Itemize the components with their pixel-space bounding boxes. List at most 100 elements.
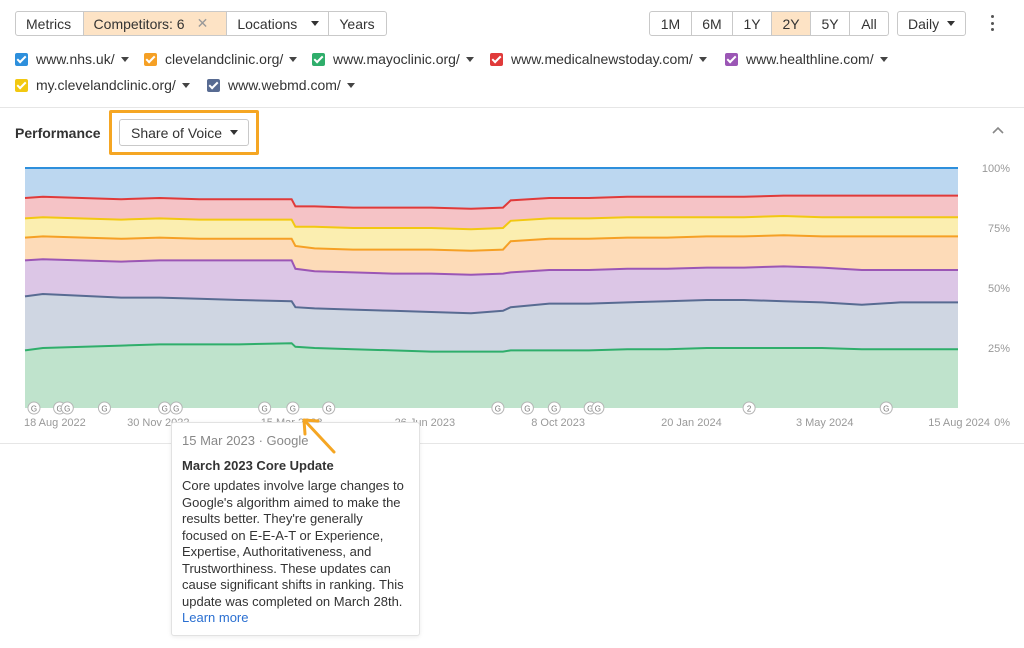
google-update-marker[interactable]: G (158, 401, 172, 415)
legend-item-nhs[interactable]: www.nhs.uk/ (15, 50, 129, 68)
close-icon[interactable]: ✕ (196, 15, 209, 31)
range-all[interactable]: All (861, 15, 877, 32)
y-tick-label: 0% (994, 417, 1010, 429)
google-update-marker[interactable]: G (322, 401, 336, 415)
legend-label: www.healthline.com/ (746, 51, 874, 67)
locations-label: Locations (237, 15, 298, 32)
checkbox-icon[interactable] (312, 52, 325, 66)
google-update-marker[interactable]: G (591, 401, 605, 415)
series-line-clevelandclinic.org/[interactable] (24, 234, 958, 252)
years-button[interactable]: Years (339, 15, 375, 32)
competitors-filter[interactable]: Competitors: 6 ✕ (83, 12, 228, 35)
series-line-www.healthline.com/[interactable] (24, 258, 958, 276)
range-2y[interactable]: 2Y (772, 12, 811, 35)
google-update-marker[interactable]: G (286, 401, 300, 415)
x-tick-label: 3 May 2024 (796, 417, 853, 429)
more-options-icon[interactable] (985, 13, 999, 33)
learn-more-link[interactable]: Learn more (182, 610, 249, 625)
range-1m[interactable]: 1M (650, 12, 692, 35)
google-marker-label: G (162, 405, 168, 414)
checkbox-icon[interactable] (15, 52, 28, 66)
google-marker-label: G (64, 405, 70, 414)
update-tooltip: 15 Mar 2023 · Google March 2023 Core Upd… (171, 422, 420, 636)
google-update-marker[interactable]: G (547, 401, 561, 415)
legend-item-my-clevelandclinic[interactable]: my.clevelandclinic.org/ (15, 76, 190, 94)
checkbox-icon[interactable] (490, 52, 503, 66)
range-1y[interactable]: 1Y (733, 12, 772, 35)
google-marker-label: G (551, 405, 557, 414)
google-update-marker[interactable]: G (60, 401, 74, 415)
google-marker-label: G (883, 405, 889, 414)
x-tick-label: 15 Aug 2024 (928, 417, 990, 429)
google-marker-label: G (290, 405, 296, 414)
google-update-marker[interactable]: G (491, 401, 505, 415)
chevron-down-icon[interactable] (120, 56, 129, 62)
range-selector: 1M 6M 1Y 2Y 5Y All (649, 11, 889, 36)
checkbox-icon[interactable] (15, 78, 28, 92)
y-tick-label: 100% (982, 163, 1010, 175)
google-update-marker[interactable]: G (520, 401, 534, 415)
competitors-label: Competitors: 6 (93, 15, 185, 32)
highlight-frame (109, 110, 259, 155)
series-line-www.webmd.com/[interactable] (24, 292, 958, 315)
locations-dropdown[interactable]: Locations (227, 12, 330, 35)
google-marker-label: G (587, 405, 593, 414)
area-www.webmd.com/ (25, 294, 958, 352)
google-marker-label: G (56, 405, 62, 414)
chevron-down-icon[interactable] (181, 82, 190, 88)
google-update-marker[interactable]: G (27, 401, 41, 415)
tooltip-date: 15 Mar 2023 · Google (182, 433, 309, 448)
checkbox-icon[interactable] (725, 52, 738, 66)
area-my.clevelandclinic.org/ (25, 216, 958, 251)
range-6m[interactable]: 6M (692, 12, 733, 35)
google-update-marker[interactable]: G (879, 401, 893, 415)
legend-label: www.nhs.uk/ (36, 51, 115, 67)
filter-toolbar: Metrics Competitors: 6 ✕ Locations Years (15, 11, 387, 36)
legend-item-medicalnewstoday[interactable]: www.medicalnewstoday.com/ (490, 50, 707, 68)
legend-label: clevelandclinic.org/ (165, 51, 284, 67)
legend-label: www.webmd.com/ (228, 77, 341, 93)
series-line-www.medicalnewstoday.com/[interactable] (24, 194, 958, 210)
legend-item-clevelandclinic[interactable]: clevelandclinic.org/ (144, 50, 298, 68)
range-5y[interactable]: 5Y (811, 12, 850, 35)
chevron-down-icon[interactable] (346, 82, 355, 88)
performance-title: Performance (15, 125, 101, 141)
google-marker-label: 2 (747, 405, 752, 414)
chevron-down-icon[interactable] (465, 56, 474, 62)
chevron-up-icon[interactable] (992, 126, 1004, 134)
y-tick-label: 50% (988, 283, 1010, 295)
google-update-marker[interactable]: G (169, 401, 183, 415)
chevron-down-icon (230, 130, 239, 135)
tooltip-title: March 2023 Core Update (182, 458, 334, 473)
google-marker-label: G (595, 405, 601, 414)
checkbox-icon[interactable] (144, 52, 157, 66)
legend-item-webmd[interactable]: www.webmd.com/ (207, 76, 355, 94)
google-marker-label: G (495, 405, 501, 414)
legend-item-healthline[interactable]: www.healthline.com/ (725, 50, 888, 68)
tooltip-text: Core updates involve large changes to Go… (182, 478, 404, 609)
checkbox-icon[interactable] (207, 78, 220, 92)
area-www.medicalnewstoday.com/ (25, 195, 958, 230)
chevron-down-icon (947, 21, 956, 26)
google-marker-label: G (173, 405, 179, 414)
legend-label: www.mayoclinic.org/ (333, 51, 460, 67)
metric-selector-dropdown[interactable]: Share of Voice (119, 119, 249, 146)
interval-dropdown[interactable]: Daily (897, 11, 966, 36)
series-line-my.clevelandclinic.org/[interactable] (24, 214, 958, 231)
series-line-www.mayoclinic.org/[interactable] (24, 342, 958, 353)
google-update-marker[interactable]: G (97, 401, 111, 415)
google-update-marker[interactable]: 2 (742, 401, 756, 415)
metrics-button[interactable]: Metrics (16, 12, 84, 35)
legend-label: www.medicalnewstoday.com/ (511, 51, 693, 67)
chevron-down-icon[interactable] (698, 56, 707, 62)
interval-label: Daily (908, 15, 940, 32)
google-marker-label: G (524, 405, 530, 414)
legend-item-mayoclinic[interactable]: www.mayoclinic.org/ (312, 50, 474, 68)
chevron-down-icon[interactable] (289, 56, 298, 62)
x-tick-label: 8 Oct 2023 (531, 417, 585, 429)
chevron-down-icon[interactable] (879, 56, 888, 62)
google-update-marker[interactable]: G (258, 401, 272, 415)
metric-selector-label: Share of Voice (131, 124, 223, 141)
x-tick-label: 18 Aug 2022 (24, 417, 86, 429)
